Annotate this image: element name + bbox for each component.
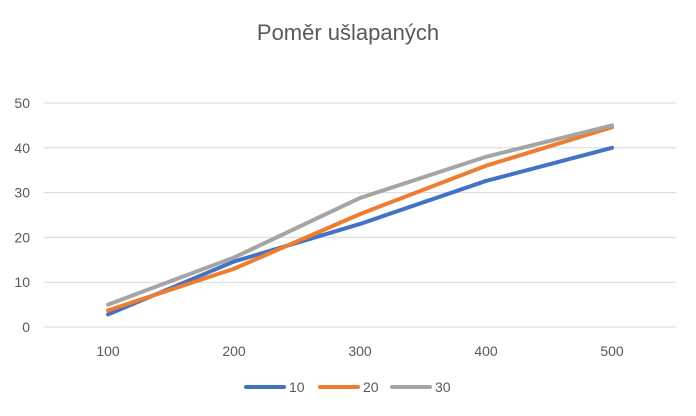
y-tick-label-30: 30 — [14, 185, 30, 201]
legend-label-10: 10 — [289, 379, 305, 395]
x-tick-label-500: 500 — [600, 343, 624, 359]
y-tick-label-10: 10 — [14, 274, 30, 290]
x-tick-label-300: 300 — [348, 343, 372, 359]
y-tick-label-50: 50 — [14, 95, 30, 111]
y-tick-label-40: 40 — [14, 140, 30, 156]
series-line-30 — [106, 123, 614, 307]
series-line-20 — [106, 125, 614, 313]
series-lines — [106, 123, 614, 317]
x-tick-label-100: 100 — [96, 343, 120, 359]
y-tick-label-20: 20 — [14, 229, 30, 245]
legend: 10 20 30 — [244, 379, 451, 395]
series-line-10 — [106, 145, 614, 317]
y-tick-label-0: 0 — [22, 319, 30, 335]
x-tick-label-400: 400 — [474, 343, 498, 359]
x-axis-ticks: 100 200 300 400 500 — [96, 343, 624, 359]
chart-title: Poměr ušlapaných — [257, 20, 439, 45]
y-axis-ticks: 0 10 20 30 40 50 — [14, 95, 30, 335]
gridlines — [44, 102, 676, 328]
legend-label-30: 30 — [435, 379, 451, 395]
legend-label-20: 20 — [363, 379, 379, 395]
x-tick-label-200: 200 — [222, 343, 246, 359]
